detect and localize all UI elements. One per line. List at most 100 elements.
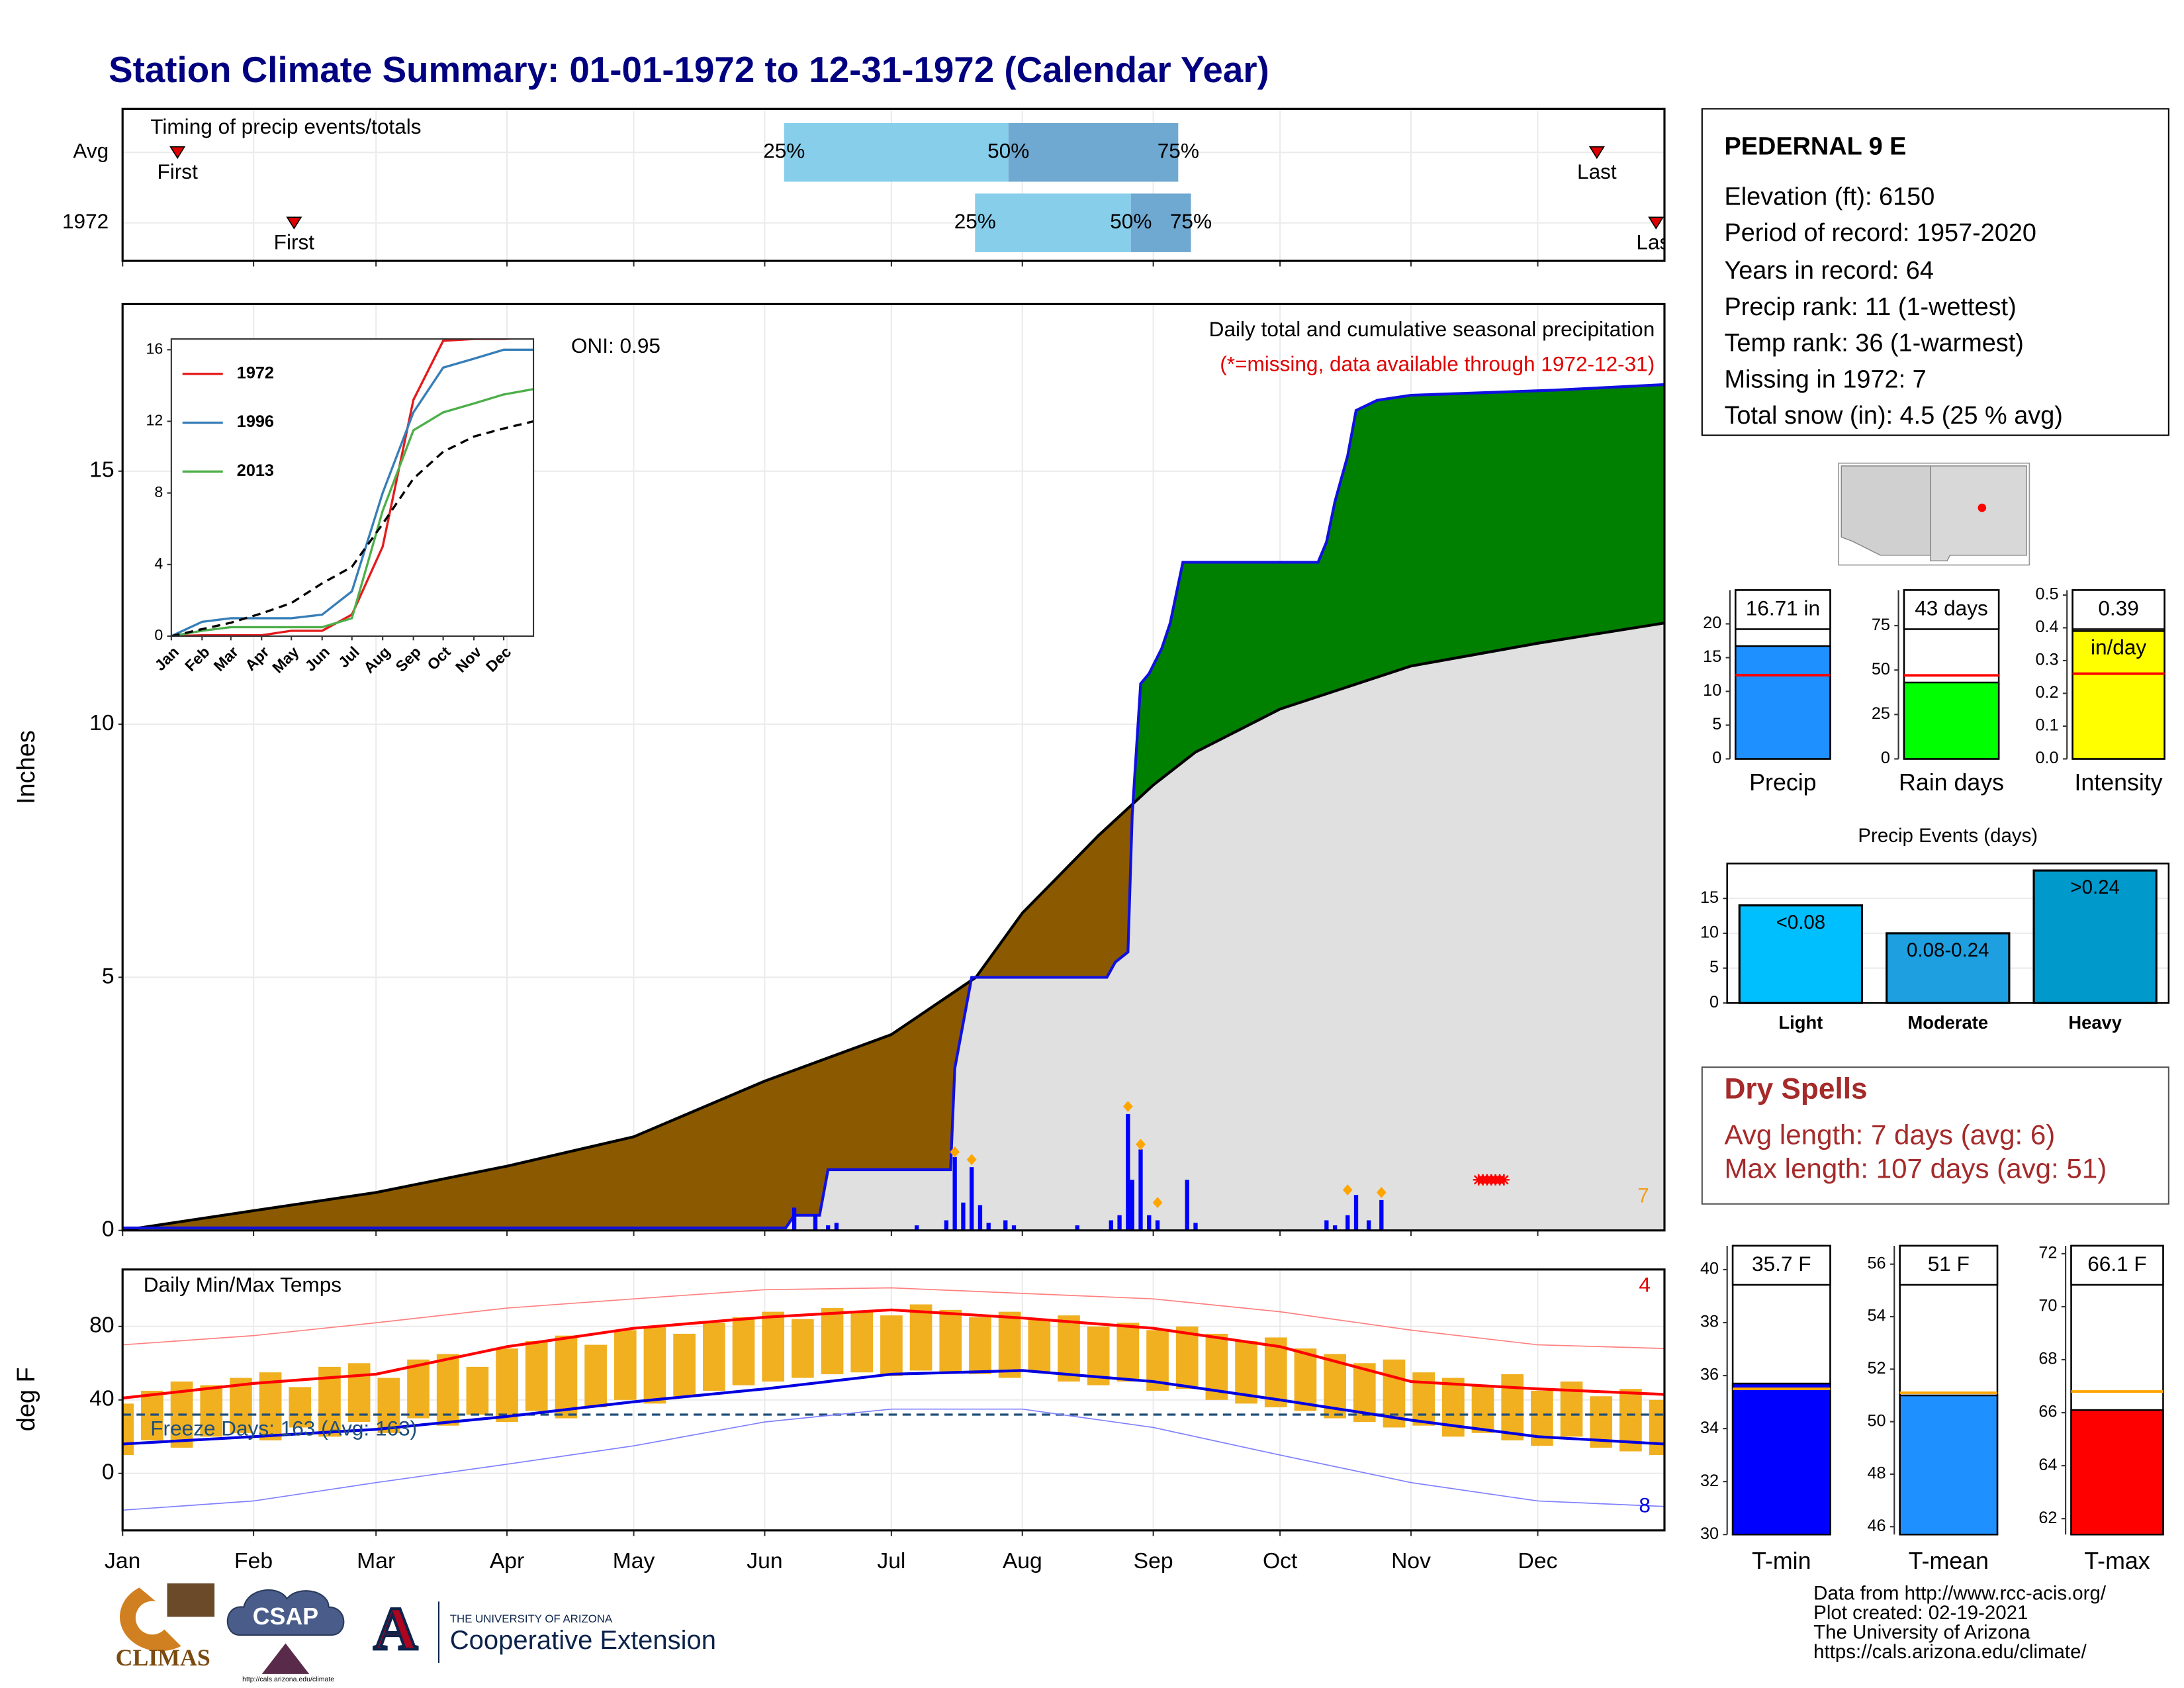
event-label: First [274, 230, 315, 254]
unit-label: in/day [2091, 635, 2146, 659]
temp-range-bar [1294, 1348, 1317, 1411]
base-area [122, 623, 1664, 1231]
daily-bar [1130, 1180, 1134, 1231]
temp-range-bar [377, 1378, 400, 1433]
temp-range-bar [1501, 1374, 1524, 1440]
series-line [171, 348, 534, 636]
temp-plot [122, 1269, 1664, 1530]
daily-bar [1353, 1195, 1359, 1231]
x-tick-label: Light [1778, 1012, 1823, 1033]
temp-range-bar [555, 1335, 578, 1419]
y-tick-label: 75 [1872, 616, 1890, 634]
temp-range-bar [702, 1323, 725, 1391]
daily-bar [1332, 1225, 1338, 1231]
temp-range-bar [821, 1308, 844, 1374]
y-tick-label: 15 [89, 458, 114, 483]
daily-bar [1126, 1113, 1130, 1231]
x-tick-label: Jul [877, 1549, 905, 1573]
value-label: 51 F [1928, 1252, 1970, 1276]
x-tick-label: Nov [1391, 1549, 1431, 1573]
x-tick-label: Oct [1263, 1549, 1298, 1573]
y-tick-label: 20 [1703, 614, 1721, 632]
temp-range-bar [614, 1330, 637, 1400]
csap-url: http://cals.arizona.edu/climate [242, 1675, 334, 1683]
series-line [171, 420, 534, 636]
csap-cloud [226, 1589, 345, 1636]
x-tick-label: Moderate [1908, 1012, 1989, 1033]
legend-label: 1996 [237, 412, 274, 431]
temp-range-bar [289, 1387, 312, 1428]
missing-marker [1498, 1174, 1510, 1186]
event-label: Last [1636, 230, 1676, 254]
quartile-label: 75% [1170, 209, 1212, 233]
category-label: Precip [1749, 769, 1816, 796]
temp-line [122, 1369, 1664, 1446]
range-label: <0.08 [1776, 912, 1826, 933]
y-tick-label: 12 [146, 412, 163, 429]
y-tick-label: 66 [2038, 1403, 2057, 1421]
annotation: (*=missing, data available through 1972-… [1220, 352, 1655, 375]
value-label: 16.71 in [1746, 596, 1820, 620]
inset-frame [170, 338, 535, 637]
y-tick-label: 50 [1872, 660, 1890, 679]
event-marker [169, 146, 186, 160]
value-label: 66.1 F [2087, 1252, 2146, 1276]
temp-range-bar [939, 1309, 962, 1373]
bar [1735, 645, 1831, 760]
station-name: PEDERNAL 9 E [1724, 132, 1906, 160]
annotation: 8 [1639, 1493, 1651, 1517]
event-diamond [950, 1146, 960, 1158]
station-line: Period of record: 1957-2020 [1724, 219, 2036, 247]
station-line: Precip rank: 11 (1-wettest) [1724, 293, 2016, 321]
x-tick-label: Feb [234, 1549, 273, 1573]
y-tick-label: 15 [1703, 647, 1721, 666]
value-label-box [1903, 589, 2000, 630]
y-tick-label: 36 [1700, 1366, 1719, 1384]
temp-range-bar [762, 1311, 785, 1382]
y-tick-label: 25 [1872, 704, 1890, 723]
station-box [1701, 108, 2169, 436]
category-label: T-max [2084, 1548, 2150, 1574]
y-tick-label: 40 [89, 1387, 114, 1411]
bar [1899, 1394, 1999, 1536]
bar [1738, 904, 1864, 1004]
ua-letter: A [373, 1595, 418, 1663]
station-line: Elevation (ft): 6150 [1724, 183, 1934, 211]
bar [1731, 1382, 1831, 1536]
row-label: Avg [73, 139, 109, 163]
dry-spells-title: Dry Spells [1724, 1073, 1867, 1105]
y-tick-label: 8 [154, 483, 163, 500]
bar [2032, 869, 2158, 1004]
climas-logo [119, 1587, 181, 1652]
daily-bar [813, 1215, 818, 1231]
range-label: >0.24 [2070, 876, 2120, 898]
events-title: Precip Events (days) [1858, 825, 2038, 847]
temp-range-bar [407, 1359, 430, 1419]
plot-frame [1726, 863, 2170, 1004]
y-tick-label: 5 [1712, 715, 1721, 733]
temp-range-bar [347, 1363, 371, 1423]
y-tick-label: 5 [102, 964, 114, 988]
y-tick-label: 15 [1700, 888, 1719, 907]
y-tick-label: 0 [102, 1217, 114, 1242]
x-tick-label: Sep [1134, 1549, 1173, 1573]
range-label: 0.08-0.24 [1907, 939, 1989, 961]
y-tick-label: 0 [154, 626, 163, 643]
y-tick-label: 32 [1700, 1472, 1719, 1490]
cumulative-line [122, 383, 1664, 1230]
temp-range-bar [1412, 1372, 1435, 1426]
temp-range-bar [584, 1344, 607, 1407]
footer-line: The University of Arizona [1813, 1622, 2030, 1644]
quartile-label: 50% [1110, 209, 1152, 233]
event-label: First [158, 160, 199, 183]
x-tick-label: Jan [105, 1549, 140, 1573]
freeze-label: Freeze Days: 163 (Avg: 163) [150, 1416, 417, 1440]
x-tick-label: Apr [490, 1549, 524, 1573]
temp-range-bar [230, 1378, 252, 1433]
x-tick-label: Heavy [2068, 1012, 2122, 1033]
temp-range-bar [643, 1326, 666, 1404]
y-tick-label: 68 [2038, 1350, 2057, 1368]
y-tick-label: 50 [1868, 1411, 1886, 1430]
y-tick-label: 62 [2038, 1509, 2057, 1527]
climas-logo [167, 1583, 215, 1617]
